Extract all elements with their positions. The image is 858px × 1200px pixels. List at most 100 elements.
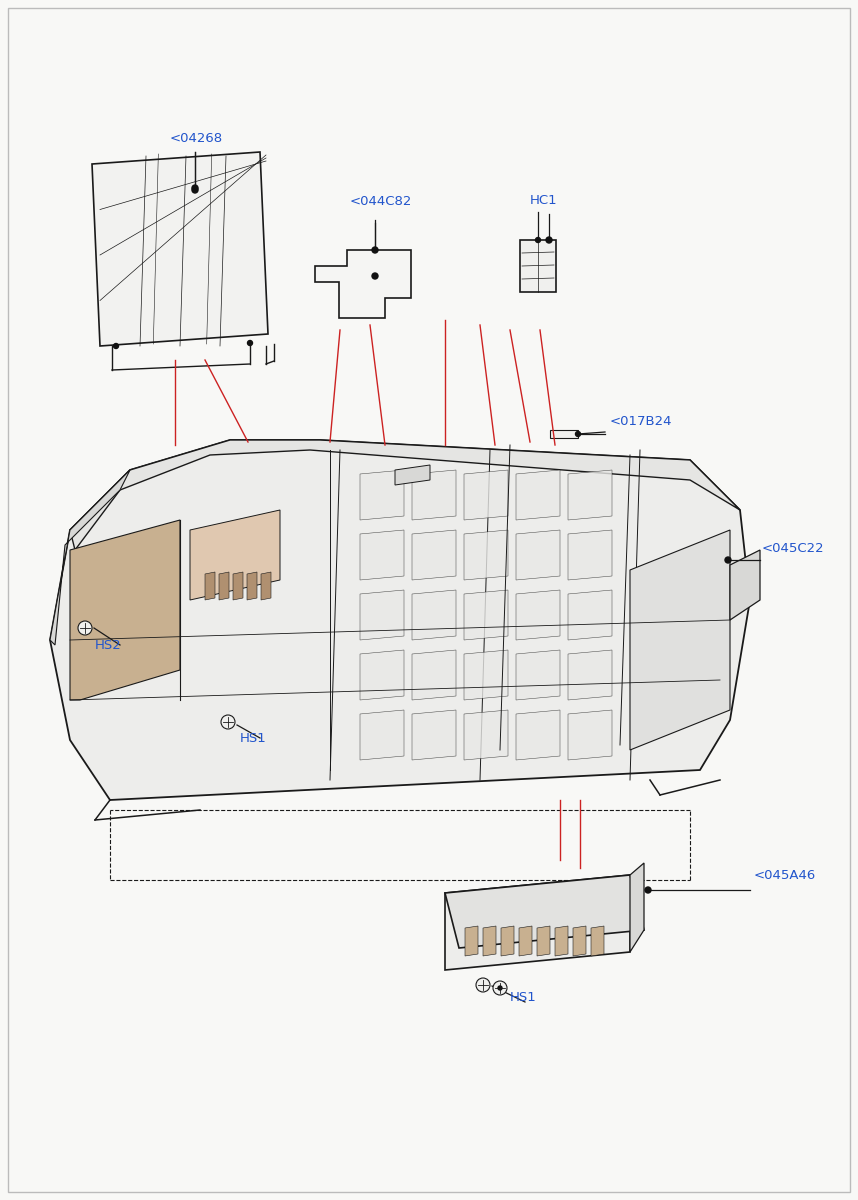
Bar <box>616 622 634 638</box>
Bar <box>706 606 724 622</box>
Text: <017B24: <017B24 <box>610 415 673 428</box>
Circle shape <box>535 238 541 242</box>
Polygon shape <box>483 926 496 956</box>
Polygon shape <box>555 926 568 956</box>
Bar <box>670 542 688 558</box>
Text: a: a <box>263 608 277 628</box>
Polygon shape <box>516 470 560 520</box>
Text: <045A46: <045A46 <box>754 869 816 882</box>
Circle shape <box>221 715 235 728</box>
Polygon shape <box>70 520 180 700</box>
Polygon shape <box>464 590 508 640</box>
Bar <box>598 574 616 590</box>
Circle shape <box>476 978 490 992</box>
Bar <box>634 542 652 558</box>
Circle shape <box>576 432 581 437</box>
Polygon shape <box>261 572 271 600</box>
Bar <box>634 638 652 654</box>
Bar <box>688 654 706 670</box>
Polygon shape <box>520 240 556 292</box>
Polygon shape <box>730 550 760 620</box>
Text: a: a <box>323 529 387 622</box>
Polygon shape <box>247 572 257 600</box>
Text: r: r <box>376 614 384 634</box>
Text: HS2: HS2 <box>95 638 122 652</box>
Polygon shape <box>412 470 456 520</box>
Polygon shape <box>219 572 229 600</box>
Bar <box>616 558 634 574</box>
Circle shape <box>498 986 502 990</box>
Polygon shape <box>573 926 586 956</box>
Polygon shape <box>516 530 560 580</box>
Polygon shape <box>519 926 532 956</box>
Bar <box>634 606 652 622</box>
Text: r: r <box>444 545 486 625</box>
Bar <box>688 558 706 574</box>
Polygon shape <box>568 470 612 520</box>
Bar <box>652 654 670 670</box>
Polygon shape <box>412 650 456 700</box>
Bar <box>616 654 634 670</box>
Bar <box>634 574 652 590</box>
Text: HS1: HS1 <box>510 991 537 1004</box>
Bar <box>580 558 598 574</box>
Bar <box>670 574 688 590</box>
Polygon shape <box>412 590 456 640</box>
Circle shape <box>113 343 118 348</box>
Bar <box>706 574 724 590</box>
Bar <box>652 590 670 606</box>
Bar <box>616 590 634 606</box>
Circle shape <box>247 341 252 346</box>
Polygon shape <box>395 464 430 485</box>
Polygon shape <box>550 430 578 438</box>
Polygon shape <box>315 250 411 318</box>
Circle shape <box>725 557 731 563</box>
Circle shape <box>192 185 198 191</box>
Text: a: a <box>387 545 443 625</box>
Polygon shape <box>568 650 612 700</box>
Polygon shape <box>50 440 750 800</box>
Text: r: r <box>320 612 329 632</box>
Polygon shape <box>516 650 560 700</box>
Polygon shape <box>464 470 508 520</box>
Bar <box>688 622 706 638</box>
Circle shape <box>645 887 651 893</box>
Polygon shape <box>50 470 130 646</box>
Text: c: c <box>208 600 221 620</box>
Polygon shape <box>568 710 612 760</box>
Text: <045C22: <045C22 <box>762 542 825 554</box>
Polygon shape <box>465 926 478 956</box>
Text: <044C82: <044C82 <box>350 194 413 208</box>
Bar <box>670 638 688 654</box>
Bar <box>580 622 598 638</box>
Bar <box>670 606 688 622</box>
Bar <box>706 638 724 654</box>
Circle shape <box>546 236 552 242</box>
Polygon shape <box>412 530 456 580</box>
Polygon shape <box>190 510 280 600</box>
Polygon shape <box>464 710 508 760</box>
Polygon shape <box>501 926 514 956</box>
Polygon shape <box>412 710 456 760</box>
Bar <box>598 606 616 622</box>
Bar <box>598 542 616 558</box>
Polygon shape <box>70 440 740 550</box>
Circle shape <box>78 622 92 635</box>
Polygon shape <box>445 875 644 948</box>
Polygon shape <box>360 650 404 700</box>
Polygon shape <box>630 530 730 750</box>
Circle shape <box>372 272 378 278</box>
Text: <04268: <04268 <box>170 132 223 145</box>
Polygon shape <box>360 470 404 520</box>
Text: t: t <box>486 614 494 634</box>
Polygon shape <box>537 926 550 956</box>
Polygon shape <box>445 875 630 970</box>
Bar <box>580 590 598 606</box>
Bar <box>652 558 670 574</box>
Bar <box>580 654 598 670</box>
Polygon shape <box>568 530 612 580</box>
Polygon shape <box>205 572 215 600</box>
Bar <box>688 590 706 606</box>
Polygon shape <box>568 590 612 640</box>
Circle shape <box>493 982 507 995</box>
